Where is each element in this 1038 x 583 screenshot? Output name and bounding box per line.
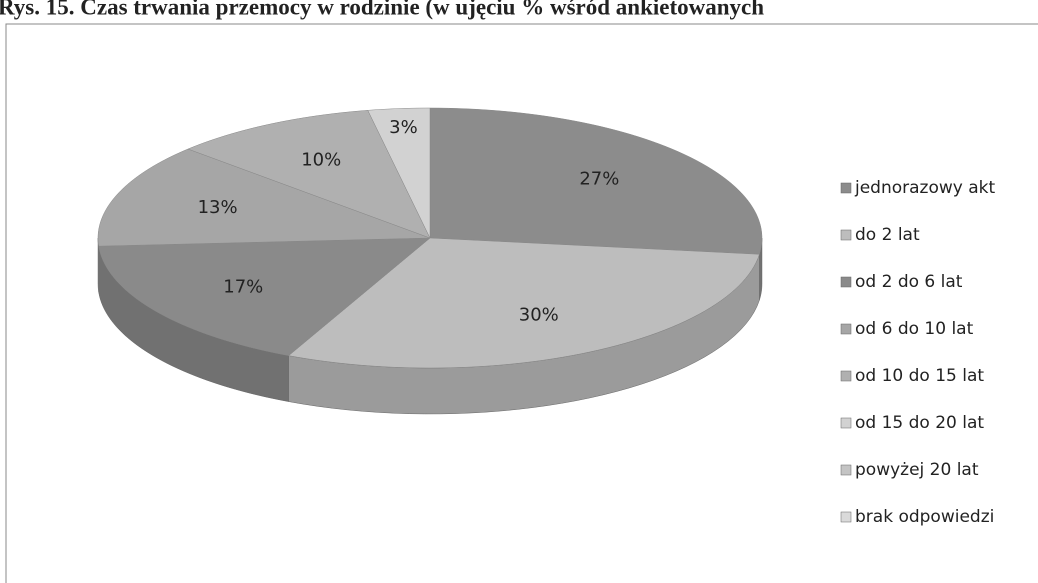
slice <box>187 110 431 239</box>
slice-side-shade <box>288 254 760 414</box>
slice <box>367 107 431 239</box>
legend-label: jednorazowy akt <box>854 178 996 198</box>
slice <box>97 148 431 247</box>
legend: jednorazowy akt do 2 lat od 2 do 6 lat od 6… <box>840 178 996 527</box>
data-label: 10% <box>301 150 341 171</box>
pie: 27% 30% 17% 13% 10% 3% <box>97 107 763 415</box>
slice <box>288 237 760 369</box>
data-label: 27% <box>579 169 619 190</box>
data-label: 13% <box>198 197 238 218</box>
legend-swatch <box>840 276 852 288</box>
slice-side-shade <box>98 246 289 402</box>
legend-swatch <box>840 370 852 382</box>
legend-swatch <box>840 323 852 335</box>
legend-label: od 15 do 20 lat <box>855 413 984 433</box>
slice-side-shade <box>98 238 99 293</box>
legend-label: do 2 lat <box>855 225 920 245</box>
legend-swatch <box>840 229 852 241</box>
legend-swatch <box>840 182 852 194</box>
legend-label: od 10 do 15 lat <box>855 366 984 386</box>
data-label: 30% <box>519 304 559 325</box>
slice <box>98 237 431 356</box>
legend-swatch <box>840 511 852 523</box>
legend-label: od 2 do 6 lat <box>855 272 963 292</box>
legend-label: od 6 do 10 lat <box>855 319 974 339</box>
legend-swatch <box>840 464 852 476</box>
legend-label: powyżej 20 lat <box>855 460 979 480</box>
data-label: 3% <box>389 117 418 138</box>
slice <box>429 107 763 255</box>
legend-swatch <box>840 417 852 429</box>
legend-label: brak odpowiedzi <box>855 507 994 527</box>
frame <box>5 23 1038 583</box>
data-label: 17% <box>223 277 263 298</box>
slice-side-shade <box>759 238 762 301</box>
chart-title: Rys. 15. Czas trwania przemocy w rodzini… <box>0 0 764 19</box>
